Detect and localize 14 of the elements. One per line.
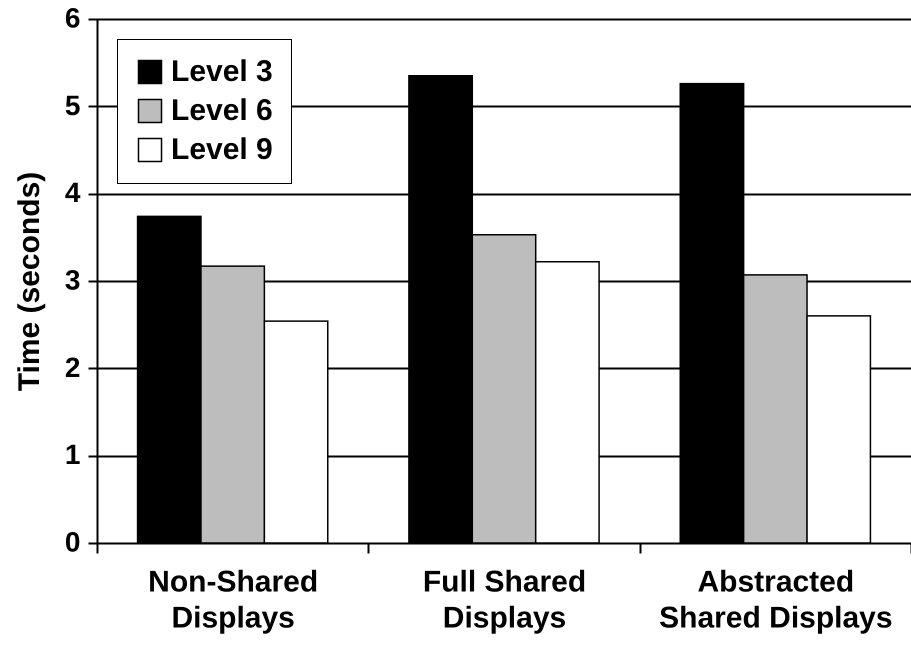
x-tick-label: Full Shared Displays [422,566,586,634]
y-tick-label: 6 [64,2,80,34]
legend-label: Level 6 [171,94,273,127]
y-axis-title: Time (seconds) [12,172,46,392]
y-tick-label: 4 [64,177,81,208]
y-tick-label: 3 [64,264,80,296]
y-tick-label: 2 [64,352,80,383]
legend-label: Level 9 [171,133,273,166]
legend-label: Level 3 [171,55,273,88]
y-tick-label: 0 [64,526,80,558]
y-tick-label: 5 [64,90,80,121]
y-tick-label: 1 [64,439,80,470]
x-tick-label: Non-Shared Displays [148,566,318,634]
x-tick-label: Abstracted Shared Displays [659,566,893,634]
